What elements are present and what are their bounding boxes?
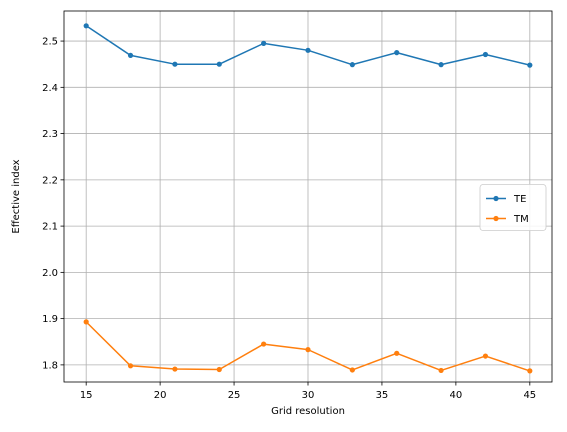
series-tm [83,319,533,374]
x-tick-label: 45 [523,390,536,401]
data-point [482,353,489,359]
y-axis-ticks: 1.8 1.9 2.0 2.1 2.2 2.3 2.4 2.5 [42,37,64,371]
data-point [394,50,400,56]
x-tick-label: 30 [302,390,315,401]
y-tick-label: 2.4 [42,83,58,94]
data-point [438,62,444,68]
data-point [216,61,222,67]
series-te [83,23,533,68]
y-tick-label: 1.9 [42,314,58,325]
data-point [305,347,311,353]
legend-label: TM [513,214,529,225]
data-point [261,341,267,347]
data-point [305,47,311,53]
data-point [127,363,134,369]
data-point [216,366,222,373]
legend-box [479,184,547,231]
y-tick-label: 2.2 [42,175,58,186]
series-layer [83,23,533,374]
y-tick-label: 2.5 [42,37,58,48]
legend-item: TM [486,214,529,225]
x-tick-label: 35 [376,390,389,401]
data-point [83,23,89,29]
data-point [172,61,178,67]
legend: TE TM [479,184,547,231]
y-tick-label: 2.3 [42,129,58,140]
legend-swatch-marker [493,215,499,222]
y-tick-label: 2.0 [42,268,58,279]
legend-swatch-marker [493,195,499,202]
y-tick-label: 1.8 [42,360,58,371]
x-tick-label: 25 [228,390,241,401]
legend-label: TE [513,194,526,205]
data-point [438,367,444,374]
data-point [527,368,533,374]
y-axis-label: Effective index [11,159,22,233]
data-point [172,366,178,372]
data-point [349,367,355,373]
x-axis-ticks: 15 20 25 30 35 40 45 [80,382,536,401]
x-tick-label: 40 [450,390,463,401]
data-point [83,319,89,325]
legend-item: TE [486,194,526,205]
data-point [482,51,489,58]
data-point [394,350,400,356]
data-point [127,52,134,59]
data-point [261,40,267,46]
x-tick-label: 20 [154,390,167,401]
data-point [349,62,355,68]
x-tick-label: 15 [80,390,93,401]
data-point [527,62,533,68]
x-axis-label: Grid resolution [271,406,345,417]
y-tick-label: 2.1 [42,222,58,233]
